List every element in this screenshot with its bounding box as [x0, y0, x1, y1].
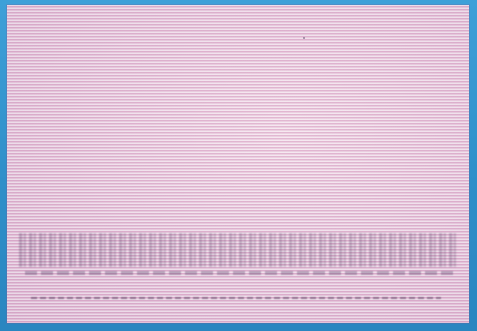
ruled-card [7, 5, 469, 323]
blurred-footer-line [31, 297, 441, 299]
ink-speck [303, 37, 305, 39]
blurred-subline [25, 271, 455, 275]
blurred-heading-block [19, 233, 457, 267]
